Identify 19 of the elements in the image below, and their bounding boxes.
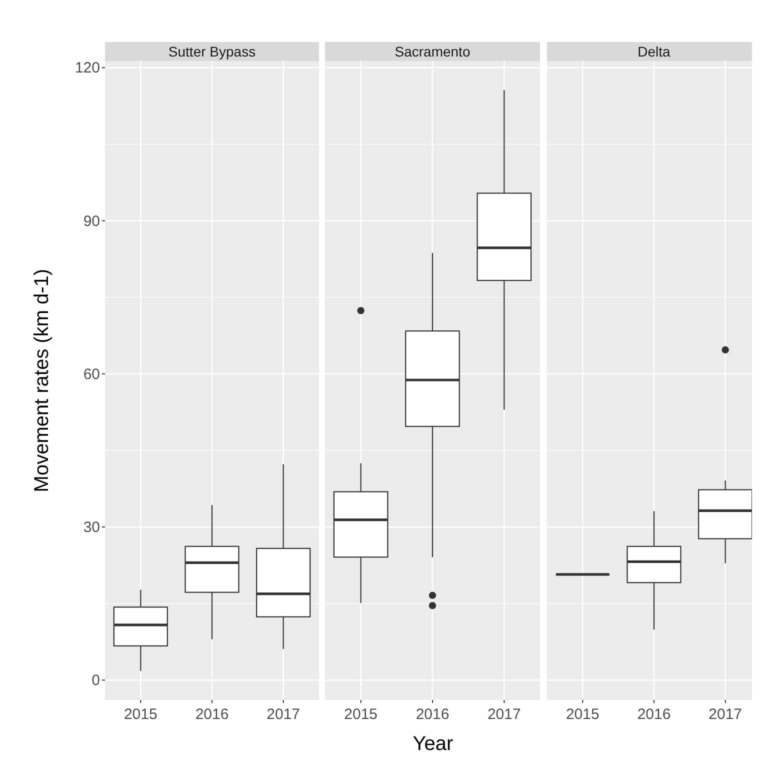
y-axis-title: Movement rates (km d-1) [31, 268, 53, 492]
y-tick-label: 0 [92, 672, 100, 690]
x-tick-label: 2015 [124, 706, 158, 723]
x-tick-label: 2017 [487, 706, 521, 723]
x-axis-title: Year [412, 733, 454, 755]
chart-title: Sutter Bypass [168, 44, 256, 60]
y-tick-label: 120 [74, 60, 100, 77]
x-tick-label: 2017 [266, 706, 300, 723]
x-tick-label: 2016 [637, 706, 671, 723]
x-tick-label: 2015 [344, 706, 378, 723]
x-tick-label: 2016 [195, 706, 229, 723]
x-tick-label: 2015 [566, 706, 600, 723]
chart-title: Sacramento [394, 44, 470, 60]
y-tick-label: 30 [83, 518, 100, 536]
x-tick-label: 2017 [708, 706, 742, 723]
y-tick-label: 60 [83, 366, 100, 383]
x-tick-label: 2016 [416, 706, 450, 723]
y-tick-label: 90 [83, 212, 100, 230]
chart-title: Delta [638, 44, 671, 60]
